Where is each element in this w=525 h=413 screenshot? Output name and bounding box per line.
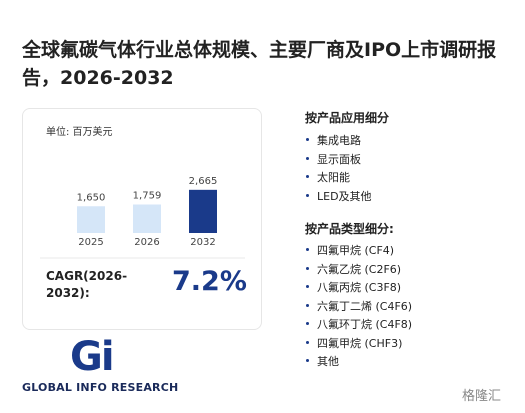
list-item: LED及其他 xyxy=(305,188,372,204)
logo-name: GLOBAL INFO RESEARCH xyxy=(22,381,179,394)
list-item: 八氟丙烷 (C3F8) xyxy=(305,279,401,295)
x-tick-label: 2025 xyxy=(78,237,103,248)
unit-label: 单位: 百万美元 xyxy=(46,127,113,138)
cagr-value: 7.2% xyxy=(172,266,247,297)
list-item: 四氟甲烷 (CF4) xyxy=(305,242,394,258)
list-item: 八氟环丁烷 (C4F8) xyxy=(305,316,412,332)
bar xyxy=(77,206,105,233)
list-item: 四氟甲烷 (CHF3) xyxy=(305,335,402,351)
list-item: 集成电路 xyxy=(305,132,361,148)
list-item: 六氟丁二烯 (C4F6) xyxy=(305,298,412,314)
section-heading: 按产品应用细分 xyxy=(305,111,390,125)
title: 全球氟碳气体行业总体规模、主要厂商及IPO上市调研报告，2026-2032 xyxy=(22,39,497,89)
value-label: 1,759 xyxy=(133,191,162,202)
list-item: 其他 xyxy=(305,353,339,369)
chart-card xyxy=(22,108,262,330)
watermark: 格隆汇 xyxy=(462,389,502,404)
logo-mark: Gi xyxy=(70,334,115,380)
x-tick-label: 2032 xyxy=(190,237,215,248)
value-label: 1,650 xyxy=(77,192,106,203)
section-heading: 按产品类型细分: xyxy=(305,222,394,236)
x-tick-label: 2026 xyxy=(134,237,159,248)
bar xyxy=(133,204,161,233)
list-item: 太阳能 xyxy=(305,169,350,185)
value-label: 2,665 xyxy=(189,176,218,187)
bar xyxy=(189,189,217,233)
cagr-label: CAGR(2026-2032): xyxy=(46,269,128,300)
list-item: 六氟乙烷 (C2F6) xyxy=(305,261,401,277)
list-item: 显示面板 xyxy=(305,151,361,167)
